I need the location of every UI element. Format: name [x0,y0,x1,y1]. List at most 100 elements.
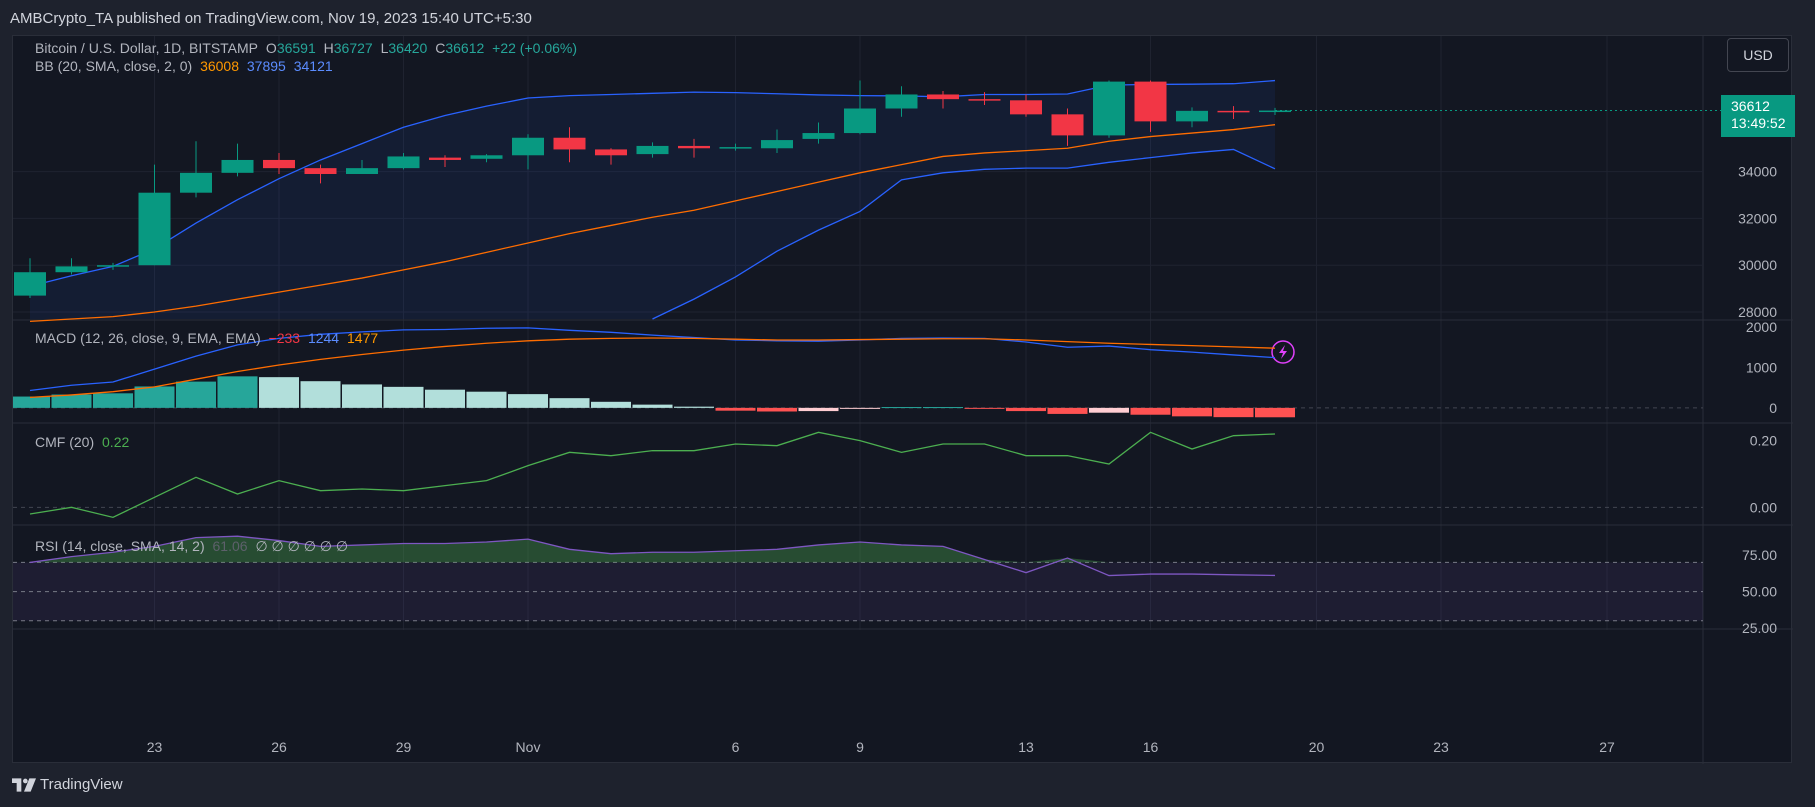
footer: TradingView [12,776,123,793]
rsi-tick-label: 50.00 [1742,584,1777,600]
currency-button[interactable]: USD [1727,38,1789,72]
macd-histogram-bar [1006,407,1046,412]
candle-body [429,157,461,160]
macd-histogram-bar [217,376,258,408]
time-tick-label: 16 [1143,739,1159,755]
macd-histogram-bar [1172,407,1212,417]
candle-body [1217,110,1250,113]
macd-tick-label: 0 [1769,400,1777,416]
rsi-name[interactable]: RSI (14, close, SMA, 14, 2) [35,538,205,554]
open-value: 36591 [276,40,316,56]
macd-line-value: 1244 [307,330,340,346]
candle-body [55,266,88,273]
macd-line [29,327,1276,392]
price-tick-label: 30000 [1738,257,1777,273]
macd-tick-label: 2000 [1746,319,1777,335]
candle-body [719,147,752,149]
macd-histogram-bar [881,407,922,409]
macd-histogram-bar [508,394,548,408]
time-tick-label: Nov [516,739,541,755]
rsi-tick-label: 75.00 [1742,547,1777,563]
bb-upper-line [29,79,1276,287]
lightning-event-icon [1271,340,1295,364]
macd-histogram-bar [1255,407,1295,418]
macd-histogram-bar [757,407,797,412]
macd-name[interactable]: MACD (12, 26, close, 9, EMA, EMA) [35,330,261,346]
candle-body [221,159,254,173]
lightning-bolt-icon [1279,345,1287,359]
macd-histogram-bar [798,407,839,412]
macd-histogram-bar [383,386,424,408]
bb-lower-value: 34121 [293,58,333,74]
price-tick-label: 34000 [1738,164,1777,180]
rsi-tick-label: 25.00 [1742,620,1777,636]
macd-histogram-bar [13,396,50,408]
bb-legend: BB (20, SMA, close, 2, 0) 36008 37895 34… [35,58,337,74]
time-tick-label: 23 [147,739,163,755]
macd-histogram-bar [715,407,756,411]
bb-basis-value: 36008 [200,58,239,74]
rsi-legend: RSI (14, close, SMA, 14, 2) 61.06 ∅ ∅ ∅ … [35,538,352,555]
time-tick-label: 29 [396,739,412,755]
candle-body [14,272,46,296]
macd-histogram-bar [1089,407,1129,413]
rsi-value: 61.06 [212,538,248,554]
last-price-value: 36612 [1731,98,1770,114]
candle-body [678,145,710,149]
close-label: C [435,40,446,56]
candle-body [927,94,959,100]
candle-body [802,133,835,139]
macd-histogram-bar [134,386,175,408]
footer-brand[interactable]: TradingView [40,776,123,793]
time-tick-label: 23 [1433,739,1449,755]
bb-lower-line [652,148,1276,320]
price-tick-label: 32000 [1738,210,1777,226]
candle-body [1134,81,1167,122]
macd-histogram-bar [342,384,382,408]
macd-histogram-bar [1047,407,1088,414]
cmf-name[interactable]: CMF (20) [35,434,95,450]
cmf-legend: CMF (20) 0.22 [35,434,133,450]
time-tick-label: 27 [1599,739,1615,755]
macd-histogram-bar [549,398,590,408]
low-value: 36420 [388,40,428,56]
low-label: L [380,40,389,56]
change-value: +22 (+0.06%) [492,40,578,56]
symbol-title[interactable]: Bitcoin / U.S. Dollar, 1D, BITSTAMP [35,40,259,56]
bb-upper-value: 37895 [246,58,286,74]
macd-histogram-bar [93,393,133,408]
candle-body [1259,110,1291,113]
macd-histogram-bar [923,407,963,409]
macd-tick-label: 1000 [1746,359,1777,375]
macd-legend: MACD (12, 26, close, 9, EMA, EMA) −233 1… [35,330,382,346]
signal-line [29,337,1276,399]
macd-histogram-bar [176,381,216,408]
macd-histogram-bar [300,381,341,408]
macd-histogram-bar [1213,407,1254,418]
candle-body [470,155,503,159]
macd-histogram-bar [466,391,507,408]
time-tick-label: 20 [1309,739,1325,755]
macd-histogram-bar [964,407,1005,409]
candle-body [553,137,586,150]
candle-body [844,108,876,134]
rsi-band-fill [13,562,1703,621]
rsi-extras: ∅ ∅ ∅ ∅ ∅ ∅ [255,538,349,554]
macd-histogram-bar [591,401,631,408]
time-tick-label: 6 [732,739,740,755]
last-price-tag: 36612 13:49:52 [1721,95,1795,137]
candle-body [636,145,669,155]
cmf-tick-label: 0.00 [1750,499,1777,515]
candle-body [1093,81,1125,136]
cmf-value: 0.22 [102,434,130,450]
bb-name[interactable]: BB (20, SMA, close, 2, 0) [35,58,193,74]
time-tick-label: 9 [856,739,864,755]
candle-body [1051,114,1084,136]
chart-frame[interactable]: 28000 30000 32000 34000 2000 1000 0 0.20 0.00 75.… [12,35,1793,764]
cmf-line [29,431,1276,519]
high-label: H [323,40,334,56]
time-tick-label: 26 [271,739,287,755]
price-tick-label: 28000 [1738,304,1777,320]
chart-canvas[interactable]: 28000 30000 32000 34000 2000 1000 0 0.20 0.00 75.… [13,36,1793,764]
cmf-tick-label: 0.20 [1750,433,1777,449]
